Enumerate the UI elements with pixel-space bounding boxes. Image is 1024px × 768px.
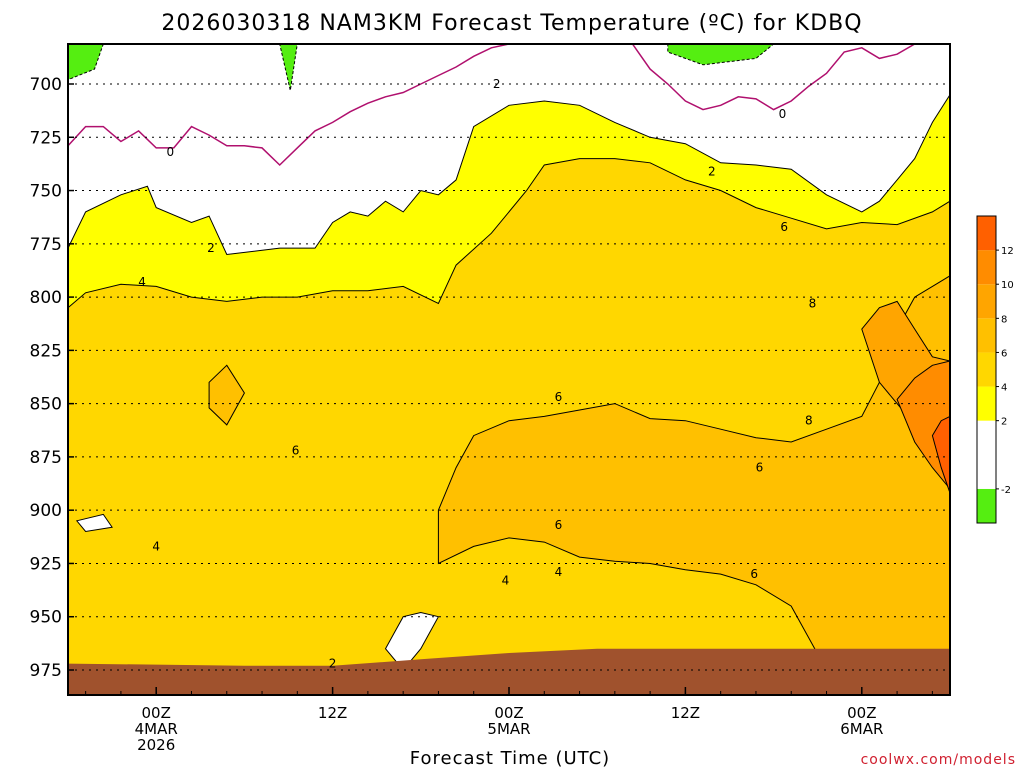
contour-label-12: 6 xyxy=(555,518,563,532)
y-tick-label-725: 725 xyxy=(30,128,62,148)
colorbar-swatch-8 xyxy=(977,216,996,251)
colorbar-label-8: 8 xyxy=(1001,314,1007,325)
y-tick-label-975: 975 xyxy=(30,661,62,681)
colorbar-label-4: 4 xyxy=(1001,383,1007,394)
colorbar-swatch-3 xyxy=(977,386,996,421)
colorbar-swatch-2 xyxy=(977,420,996,455)
x-tick-label-0-0: 00Z xyxy=(142,704,171,722)
x-axis-title: Forecast Time (UTC) xyxy=(410,748,610,768)
credit-link[interactable]: coolwx.com/models xyxy=(861,752,1016,768)
y-tick-label-775: 775 xyxy=(30,235,62,255)
zero-isotherm-1 xyxy=(67,43,510,167)
contour-labels: 0 2 0 2 4 2 6 8 6 8 6 6 6 4 4 4 6 2 xyxy=(138,77,816,671)
temperature-region-band-6-8 xyxy=(437,274,951,671)
contour-label-7: 8 xyxy=(809,296,817,310)
x-tick-label-4-0: 00Z xyxy=(847,704,876,722)
y-tick-label-950: 950 xyxy=(30,608,62,628)
x-tick-label-2-0: 00Z xyxy=(494,704,523,722)
ground-fill xyxy=(68,648,950,695)
contour-label-5: 2 xyxy=(708,164,716,178)
contour-label-10: 6 xyxy=(292,444,300,458)
x-tick-label-1-0: 12Z xyxy=(318,704,347,722)
y-tick-label-825: 825 xyxy=(30,341,62,361)
colorbar-swatch-1 xyxy=(977,454,996,489)
x-tick-label-2-1: 5MAR xyxy=(487,720,530,738)
colorbar-label--2: -2 xyxy=(1001,485,1011,496)
colorbar-swatch-0 xyxy=(977,488,996,523)
colorbar-label-6: 6 xyxy=(1001,348,1007,359)
y-tick-label-750: 750 xyxy=(30,182,62,202)
temperature-fill-layers xyxy=(67,43,951,695)
contour-label-1: 2 xyxy=(493,77,501,91)
chart-title: 2026030318 NAM3KM Forecast Temperature (… xyxy=(161,11,862,36)
x-tick-label-0-2: 2026 xyxy=(137,736,175,754)
x-tick-label-3-0: 12Z xyxy=(671,704,700,722)
y-tick-label-875: 875 xyxy=(30,448,62,468)
contour-label-0: 0 xyxy=(166,145,174,159)
contour-label-14: 4 xyxy=(502,574,510,588)
contour-label-6: 6 xyxy=(780,220,788,234)
colorbar-label-10: 10 xyxy=(1001,280,1014,291)
y-tick-label-850: 850 xyxy=(30,395,62,415)
contour-label-3: 2 xyxy=(207,241,215,255)
temperature-region-patch-white-left xyxy=(75,513,113,533)
colorbar-swatch-6 xyxy=(977,284,996,319)
colorbar-frame xyxy=(976,215,997,524)
gridlines xyxy=(68,83,950,671)
zero-isotherm-lines xyxy=(67,43,916,167)
ground-layer xyxy=(68,648,950,695)
contour-label-15: 4 xyxy=(555,565,563,579)
temperature-region-patch-green-top-right xyxy=(667,43,776,66)
y-tick-label-700: 700 xyxy=(30,75,62,95)
y-tick-label-925: 925 xyxy=(30,554,62,574)
contour-label-11: 6 xyxy=(756,461,764,475)
colorbar-label-12: 12 xyxy=(1001,246,1014,257)
contour-label-4: 4 xyxy=(138,275,146,289)
contour-label-13: 4 xyxy=(152,539,160,553)
colorbar: -2 2 4 6 8 10 12 xyxy=(976,215,1014,524)
x-tick-label-0-1: 4MAR xyxy=(135,720,178,738)
colorbar-swatch-5 xyxy=(977,318,996,353)
contour-label-2: 0 xyxy=(779,107,787,121)
y-tick-label-900: 900 xyxy=(30,501,62,521)
temperature-region-patch-green-top-mid xyxy=(279,43,298,91)
y-axis: 700 725 750 775 800 825 850 875 900 925 950 975 xyxy=(30,75,74,681)
y-tick-label-800: 800 xyxy=(30,288,62,308)
colorbar-label-2: 2 xyxy=(1001,417,1007,428)
contour-label-16: 6 xyxy=(750,567,758,581)
contour-label-17: 2 xyxy=(329,657,337,671)
x-tick-label-4-1: 6MAR xyxy=(840,720,883,738)
contour-label-9: 8 xyxy=(805,414,813,428)
colorbar-swatch-7 xyxy=(977,250,996,285)
colorbar-swatch-4 xyxy=(977,352,996,387)
zero-isotherm-2 xyxy=(631,43,916,111)
contour-label-8: 6 xyxy=(555,390,563,404)
